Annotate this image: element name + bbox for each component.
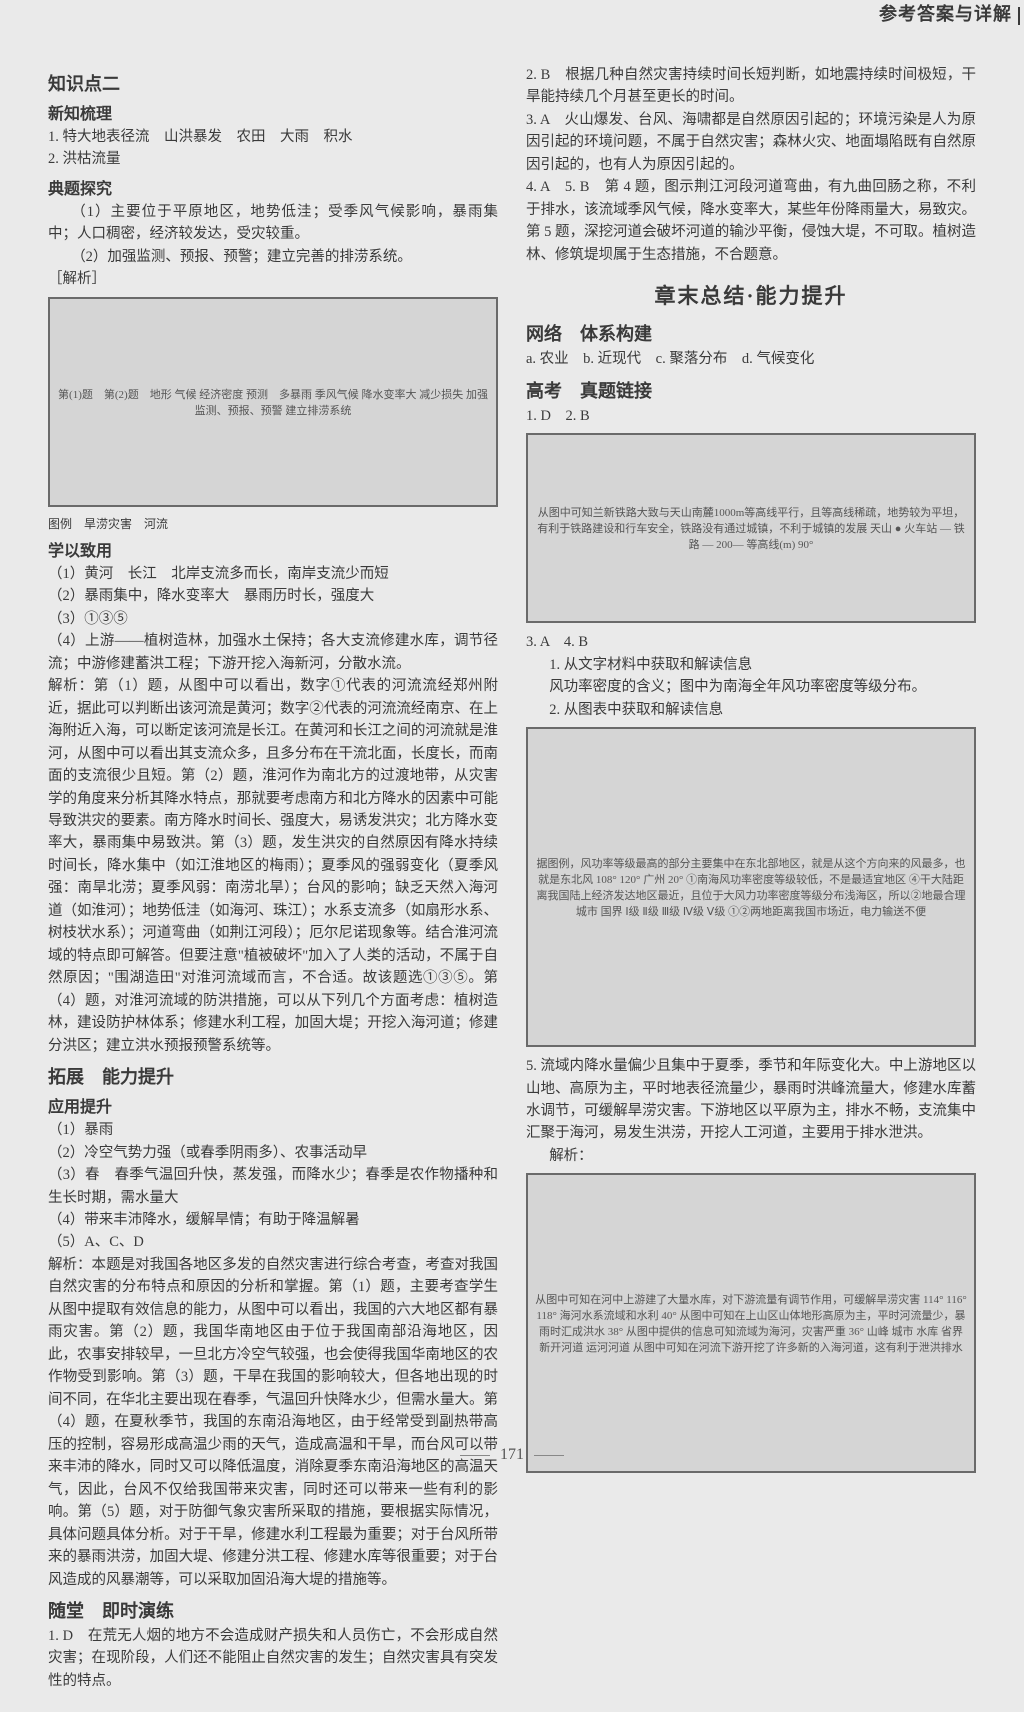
section-net: 网络 体系构建 — [526, 320, 976, 346]
xinzhi-line2: 2. 洪枯流量 — [48, 148, 498, 170]
dianti-2: （2）加强监测、预报、预警；建立完善的排涝系统。 — [48, 246, 498, 268]
ying-2: （2）冷空气势力强（或春季阴雨多）、农事活动早 — [48, 1142, 498, 1164]
page-header: 参考答案与详解 — [0, 0, 1024, 26]
r-45: 4. A 5. B 第 4 题，图示荆江河段河道弯曲，有九曲回肠之称，不利于排水… — [526, 176, 976, 266]
xue-2: （2）暴雨集中，降水变率大 暴雨历时长，强度大 — [48, 585, 498, 607]
sub-xinzhi: 新知梳理 — [48, 100, 498, 124]
dianti-1: （1）主要位于平原地区，地势低洼；受季风气候影响，暴雨集中；人口稠密，经济较发达… — [48, 201, 498, 246]
chapter-heading: 章末总结·能力提升 — [526, 280, 976, 310]
ying-3: （3）春 春季气温回升快，蒸发强，而降水少；春季是农作物播种和生长时期，需水量大 — [48, 1164, 498, 1209]
xue-3: （3）①③⑤ — [48, 608, 498, 630]
xinzhi-line1: 1. 特大地表径流 山洪暴发 农田 大雨 积水 — [48, 126, 498, 148]
section-tuozhan: 拓展 能力提升 — [48, 1063, 498, 1089]
figure-3-label: 据图例，风功率等级最高的部分主要集中在东北部地区，就是从这个方向来的风最多，也就… — [534, 855, 968, 919]
xue-1: （1）黄河 长江 北岸支流多而长，南岸支流少而短 — [48, 563, 498, 585]
page-number: 171 — [0, 1446, 1024, 1464]
r-2b: 2. B 根据几种自然灾害持续时间长短判断，如地震持续时间极短，干旱能持续几个月… — [526, 64, 976, 109]
dianti-jx: ［解析］ — [48, 268, 498, 290]
figure-2-map: 从图中可知兰新铁路大致与天山南麓1000m等高线平行，且等高线稀疏，地势较为平坦… — [526, 433, 976, 623]
figure-1-label: 第(1)题 第(2)题 地形 气候 经济密度 预测 多暴雨 季风气候 降水变率大… — [56, 386, 490, 418]
figure-3-map: 据图例，风功率等级最高的部分主要集中在东北部地区，就是从这个方向来的风最多，也就… — [526, 727, 976, 1047]
xue-jx: 解析：第（1）题，从图中可以看出，数字①代表的河流流经郑州附近，据此可以判断出该… — [48, 675, 498, 1057]
ying-jx: 解析：本题是对我国各地区多发的自然灾害进行综合考查，考查对我国自然灾害的分布特点… — [48, 1254, 498, 1591]
section-gaokao: 高考 真题链接 — [526, 377, 976, 403]
r-5jx: 解析： — [526, 1145, 976, 1167]
xue-4: （4）上游——植树造林，加强水土保持；各大支流修建水库，调节径流；中游修建蓄洪工… — [48, 630, 498, 675]
net-line: a. 农业 b. 近现代 c. 聚落分布 d. 气候变化 — [526, 348, 976, 370]
sub-xueyi: 学以致用 — [48, 537, 498, 561]
ying-4: （4）带来丰沛降水，缓解旱情；有助于降温解暑 — [48, 1209, 498, 1231]
figure-1-caption: 图例 旱涝灾害 河流 — [48, 515, 498, 533]
r-3a: 3. A 火山爆发、台风、海啸都是自然原因引起的；环境污染是人为原因引起的环境问… — [526, 109, 976, 176]
r-info1: 1. 从文字材料中获取和解读信息 — [526, 654, 976, 676]
ying-5: （5）A、C、D — [48, 1231, 498, 1253]
r-34: 3. A 4. B — [526, 631, 976, 653]
section-zhishidian: 知识点二 — [48, 70, 498, 96]
r-info2: 风功率密度的含义；图中为南海全年风功率密度等级分布。 — [526, 676, 976, 698]
header-title: 参考答案与详解 — [879, 4, 1012, 24]
r-5: 5. 流域内降水量偏少且集中于夏季，季节和年际变化大。中上游地区以山地、高原为主… — [526, 1055, 976, 1145]
figure-1-diagram: 第(1)题 第(2)题 地形 气候 经济密度 预测 多暴雨 季风气候 降水变率大… — [48, 297, 498, 507]
sub-yingyong: 应用提升 — [48, 1093, 498, 1117]
figure-4-label: 从图中可知在河中上游建了大量水库，对下游流量有调节作用，可缓解旱涝灾害 114°… — [534, 1291, 968, 1355]
sub-dianti: 典题探究 — [48, 175, 498, 199]
r-info3: 2. 从图表中获取和解读信息 — [526, 699, 976, 721]
figure-2-label: 从图中可知兰新铁路大致与天山南麓1000m等高线平行，且等高线稀疏，地势较为平坦… — [534, 504, 968, 552]
figure-4-map: 从图中可知在河中上游建了大量水库，对下游流量有调节作用，可缓解旱涝灾害 114°… — [526, 1173, 976, 1473]
section-suitang: 随堂 即时演练 — [48, 1597, 498, 1623]
sui-1: 1. D 在荒无人烟的地方不会造成财产损失和人员伤亡，不会形成自然灾害；在现阶段… — [48, 1625, 498, 1692]
ying-1: （1）暴雨 — [48, 1119, 498, 1141]
gk-ans: 1. D 2. B — [526, 405, 976, 427]
